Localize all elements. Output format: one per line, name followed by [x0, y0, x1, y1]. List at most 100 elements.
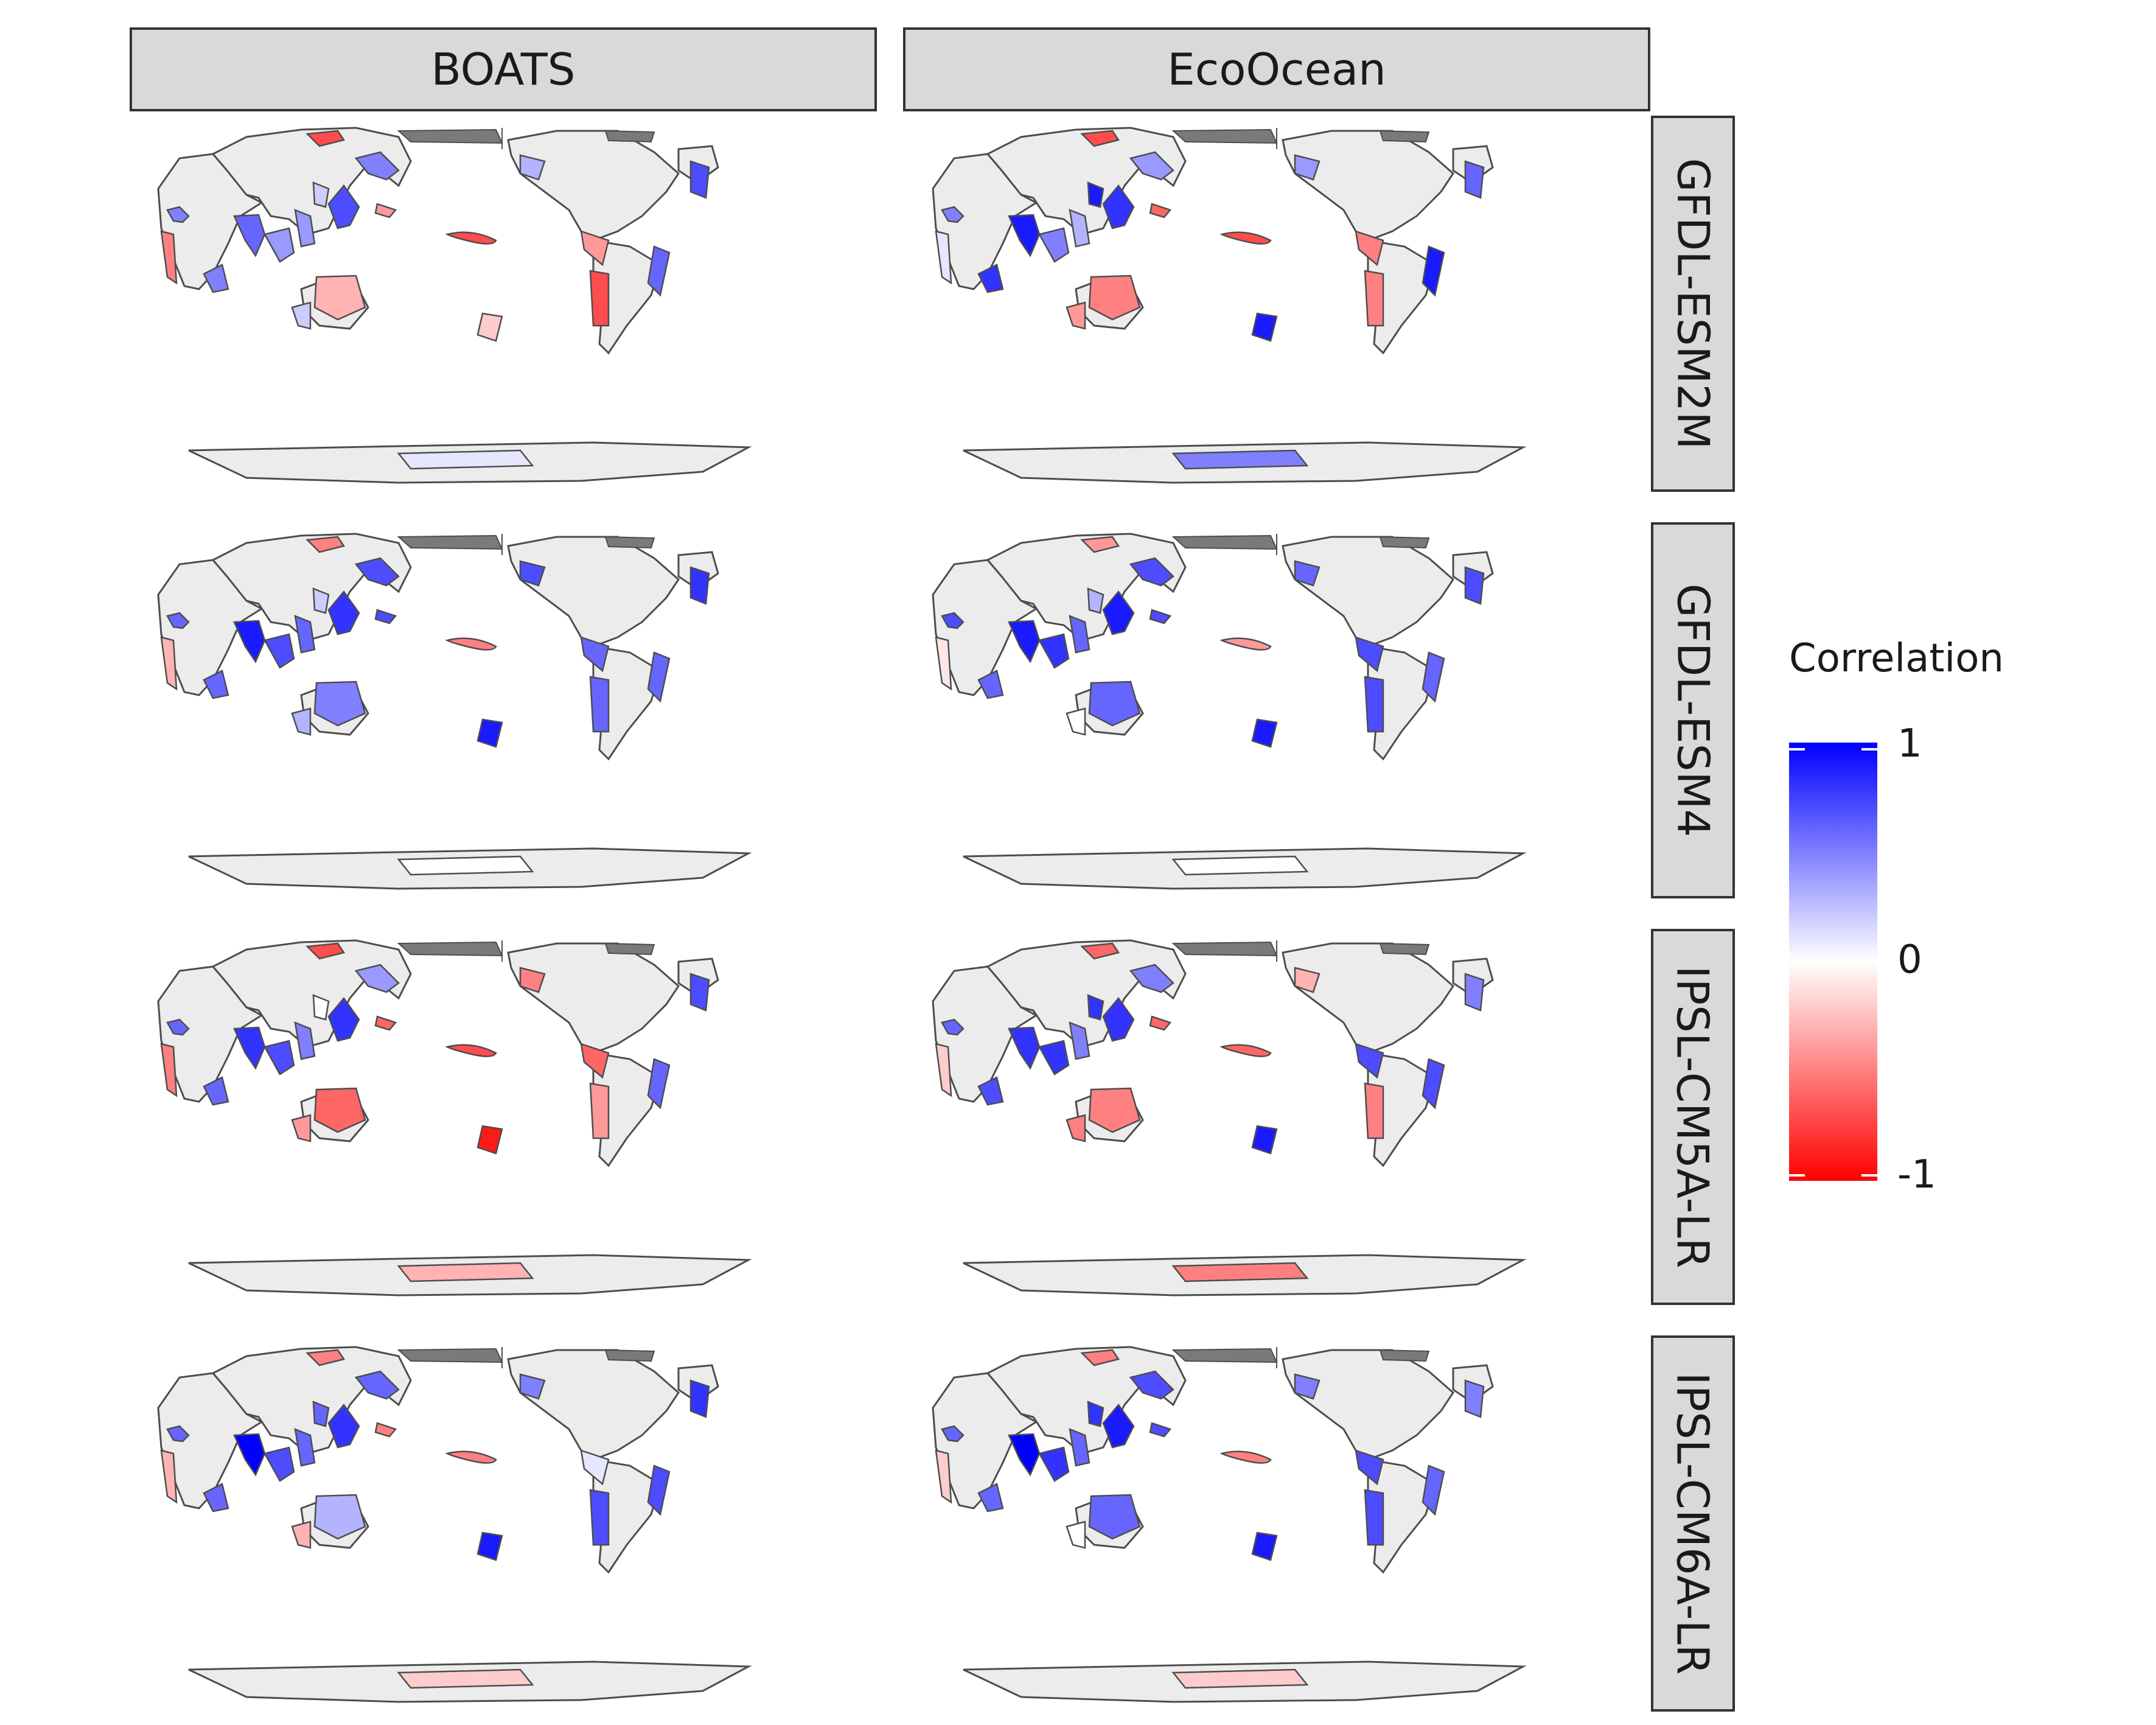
- colorbar-tick-mark-low: [1789, 1174, 1805, 1177]
- land-eurasia: [211, 1346, 412, 1455]
- marine-region: [1149, 203, 1172, 219]
- marine-region: [291, 707, 312, 736]
- marine-region: [1087, 994, 1104, 1021]
- marine-region: [647, 1464, 671, 1516]
- column-strip-ecoocean: EcoOcean: [903, 27, 1650, 111]
- marine-region: [1129, 151, 1174, 181]
- marine-region: [166, 1018, 190, 1036]
- map-panel-ipsl-cm5a-lr-boats: [157, 939, 831, 1296]
- marine-region: [1364, 1489, 1384, 1546]
- missing-region: [1379, 942, 1430, 956]
- marine-region: [1149, 1015, 1172, 1031]
- marine-region: [233, 214, 266, 257]
- marine-region: [354, 557, 400, 587]
- marine-region: [580, 1449, 610, 1486]
- marine-region: [1464, 1379, 1485, 1418]
- column-label-ecoocean: EcoOcean: [1167, 44, 1386, 95]
- marine-region: [160, 230, 178, 285]
- row-strip-ipsl-cm5a-lr: IPSL-CM5A-LR: [1651, 929, 1735, 1305]
- marine-region: [647, 245, 671, 297]
- map-panel-gfdl-esm2m-ecoocean: [932, 127, 1606, 484]
- map-panel-gfdl-esm4-ecoocean: [932, 533, 1606, 890]
- marine-region: [1088, 681, 1141, 727]
- marine-region: [312, 181, 330, 208]
- marine-region: [1171, 1668, 1309, 1689]
- marine-region: [1129, 964, 1174, 993]
- marine-region: [1102, 1403, 1135, 1449]
- missing-region: [1171, 941, 1278, 957]
- missing-region: [1171, 1348, 1278, 1363]
- marine-region: [1422, 651, 1445, 703]
- marine-region: [263, 1040, 295, 1076]
- marine-region: [1102, 996, 1135, 1042]
- missing-region: [1379, 536, 1430, 549]
- marine-region: [1422, 1464, 1445, 1516]
- colorbar-tick-mark-mid-right: [1861, 960, 1877, 963]
- marine-region: [580, 636, 610, 673]
- marine-region: [1364, 676, 1384, 733]
- marine-region: [580, 1043, 610, 1079]
- pacific-island-region: [1219, 1450, 1272, 1464]
- marine-region: [476, 312, 503, 342]
- marine-region: [1008, 1026, 1041, 1070]
- marine-region: [519, 1373, 546, 1400]
- marine-region: [519, 154, 546, 181]
- marine-region: [233, 1433, 266, 1477]
- marine-region: [1355, 1043, 1384, 1079]
- marine-region: [354, 964, 400, 993]
- marine-region: [1355, 1449, 1384, 1486]
- row-label-ipsl-cm6a-lr: IPSL-CM6A-LR: [1667, 1372, 1718, 1675]
- marine-region: [1066, 301, 1086, 330]
- marine-region: [354, 151, 400, 181]
- marine-region: [1251, 718, 1278, 748]
- marine-region: [327, 996, 360, 1042]
- marine-region: [476, 1531, 503, 1561]
- marine-region: [160, 636, 178, 691]
- marine-region: [166, 206, 190, 223]
- pacific-island-region: [445, 1044, 497, 1057]
- land-eurasia: [986, 127, 1187, 236]
- marine-region: [1008, 214, 1041, 257]
- missing-region: [397, 941, 503, 957]
- marine-region: [1066, 1114, 1086, 1142]
- marine-region: [1251, 1531, 1278, 1561]
- marine-region: [313, 681, 366, 727]
- marine-region: [327, 184, 360, 229]
- marine-region: [397, 1262, 534, 1282]
- pacific-island-region: [445, 231, 497, 245]
- land-eurasia: [986, 533, 1187, 642]
- marine-region: [689, 973, 710, 1012]
- marine-region: [1102, 590, 1135, 635]
- land-eurasia: [211, 127, 412, 236]
- marine-region: [941, 1018, 965, 1036]
- marine-region: [312, 994, 330, 1021]
- marine-region: [1251, 1125, 1278, 1155]
- marine-region: [1038, 1040, 1070, 1076]
- marine-region: [1069, 209, 1090, 248]
- marine-region: [374, 609, 397, 625]
- marine-region: [312, 587, 330, 614]
- marine-region: [312, 1401, 330, 1427]
- colorbar-tick-label-high: 1: [1897, 721, 1922, 766]
- map-panel-ipsl-cm5a-lr-ecoocean: [932, 939, 1606, 1296]
- missing-region: [604, 130, 655, 143]
- marine-region: [977, 264, 1004, 293]
- marine-region: [589, 270, 610, 327]
- marine-region: [1422, 1058, 1445, 1110]
- marine-region: [1149, 1422, 1172, 1438]
- marine-region: [689, 566, 710, 605]
- marine-region: [1464, 160, 1485, 199]
- marine-region: [519, 560, 546, 587]
- map-panel-ipsl-cm6a-lr-boats: [157, 1346, 831, 1703]
- marine-region: [374, 1015, 397, 1031]
- marine-region: [1080, 1349, 1120, 1366]
- marine-region: [1008, 1433, 1041, 1477]
- marine-region: [977, 1076, 1004, 1106]
- colorbar-tick-mark-low-right: [1861, 1174, 1877, 1177]
- missing-region: [604, 536, 655, 549]
- marine-region: [233, 620, 266, 663]
- marine-region: [941, 612, 965, 629]
- marine-region: [1171, 855, 1309, 876]
- marine-region: [305, 130, 346, 147]
- marine-region: [476, 1125, 503, 1155]
